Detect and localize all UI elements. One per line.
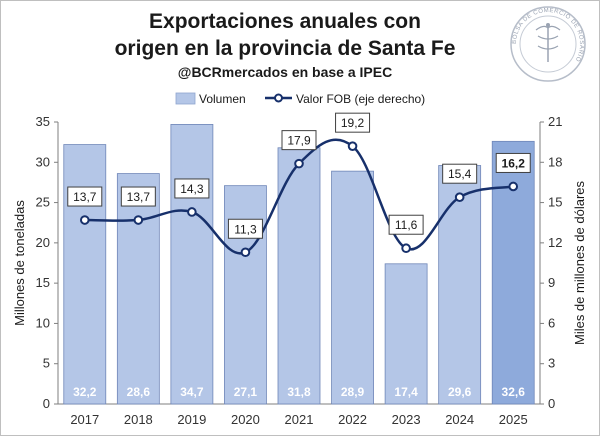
bar-2019 (170, 124, 214, 405)
bar-label-2020: 27,1 (234, 385, 258, 399)
y-tick-label-left: 25 (36, 195, 50, 210)
bar-label-2018: 28,6 (127, 385, 151, 399)
valor-fob-label-box-2025 (495, 152, 531, 173)
valor-fob-label-box-2023 (388, 214, 424, 235)
valor-fob-label-box-2017 (67, 186, 103, 207)
valor-fob-label-2023: 11,6 (395, 218, 418, 232)
bar-2017 (63, 144, 107, 405)
legend-marker-valor (274, 93, 283, 103)
legend-label-volumen: Volumen (199, 92, 246, 106)
x-tick-label-2021: 2021 (285, 412, 314, 427)
y-tick-label-right: 6 (548, 315, 555, 330)
valor-fob-label-box-2018 (120, 186, 156, 207)
bar-2023 (384, 263, 428, 405)
valor-fob-label-box-2024 (442, 163, 478, 184)
y-tick-label-left: 0 (43, 396, 50, 411)
valor-fob-label-box-2020 (227, 218, 263, 239)
valor-fob-label-box-2022 (335, 112, 371, 133)
legend-swatch-volumen (175, 92, 196, 105)
x-tick-label-2023: 2023 (392, 412, 421, 427)
bar-label-2017: 32,2 (73, 385, 97, 399)
bar-label-2019: 34,7 (180, 385, 204, 399)
x-tick-label-2022: 2022 (338, 412, 367, 427)
valor-fob-label-2017: 13,7 (73, 190, 97, 204)
bar-label-2021: 31,8 (287, 385, 311, 399)
valor-fob-label-2019: 14,3 (180, 182, 204, 196)
valor-fob-point-2025 (508, 181, 519, 192)
x-tick-label-2025: 2025 (499, 412, 528, 427)
y-tick-label-right: 12 (548, 235, 562, 250)
y-tick-label-right: 3 (548, 356, 555, 371)
valor-fob-point-2022 (347, 141, 358, 151)
bar-label-2025: 32,6 (502, 385, 526, 399)
y-axis-title-left: Millones de toneladas (12, 200, 27, 326)
y-tick-label-right: 9 (548, 275, 555, 290)
bar-label-2024: 29,6 (448, 385, 472, 399)
valor-fob-label-2021: 17,9 (287, 134, 311, 148)
valor-fob-label-2020: 11,3 (234, 222, 257, 236)
valor-fob-point-2017 (79, 215, 90, 225)
legend-label-valor: Valor FOB (eje derecho) (296, 92, 425, 106)
y-tick-label-right: 21 (548, 114, 562, 129)
chart-title-line-2: origen en la provincia de Santa Fe (115, 37, 456, 60)
chart-subtitle: @BCRmercados en base a IPEC (178, 64, 392, 80)
x-tick-label-2018: 2018 (124, 412, 153, 427)
valor-fob-label-2025: 16,2 (502, 156, 526, 170)
valor-fob-point-2018 (133, 215, 144, 225)
valor-fob-label-2018: 13,7 (127, 190, 151, 204)
y-tick-label-left: 35 (36, 114, 50, 129)
y-tick-label-right: 18 (548, 154, 562, 169)
valor-fob-point-2020 (240, 247, 251, 258)
bar-2021 (277, 147, 321, 405)
legend: Volumen Valor FOB (eje derecho) (175, 92, 425, 106)
bar-2020 (224, 185, 267, 405)
y-tick-label-right: 0 (548, 396, 555, 411)
chart-title-line-1: Exportaciones anuales con (149, 10, 421, 33)
y-tick-label-right: 15 (548, 195, 562, 210)
valor-fob-label-box-2019 (174, 178, 210, 199)
bar-2024 (438, 165, 482, 405)
y-tick-label-left: 30 (36, 154, 50, 169)
y-tick-label-left: 5 (43, 356, 50, 371)
y-tick-label-left: 20 (36, 235, 50, 250)
valor-fob-point-2024 (454, 192, 465, 202)
valor-fob-point-2023 (401, 243, 411, 254)
valor-fob-label-2024: 15,4 (448, 167, 472, 181)
valor-fob-point-2019 (187, 207, 197, 217)
bar-2022 (331, 170, 374, 405)
bar-2018 (116, 173, 160, 405)
y-tick-label-left: 10 (36, 315, 50, 330)
x-tick-label-2019: 2019 (177, 412, 206, 427)
bar-label-2022: 28,9 (341, 385, 365, 399)
x-tick-label-2017: 2017 (70, 412, 99, 427)
valor-fob-point-2021 (294, 158, 304, 169)
x-tick-label-2024: 2024 (445, 412, 474, 427)
bar-2025 (491, 140, 535, 405)
y-axis-title-right: Miles de millones de dólares (572, 180, 587, 345)
valor-fob-label-box-2021 (281, 130, 317, 151)
y-tick-label-left: 15 (36, 275, 50, 290)
valor-fob-label-2022: 19,2 (341, 116, 365, 130)
bcr-seal-logo: BOLSA DE COMERCIO DE ROSARIO (510, 6, 586, 82)
x-tick-label-2020: 2020 (231, 412, 260, 427)
bar-label-2023: 17,4 (394, 385, 418, 399)
